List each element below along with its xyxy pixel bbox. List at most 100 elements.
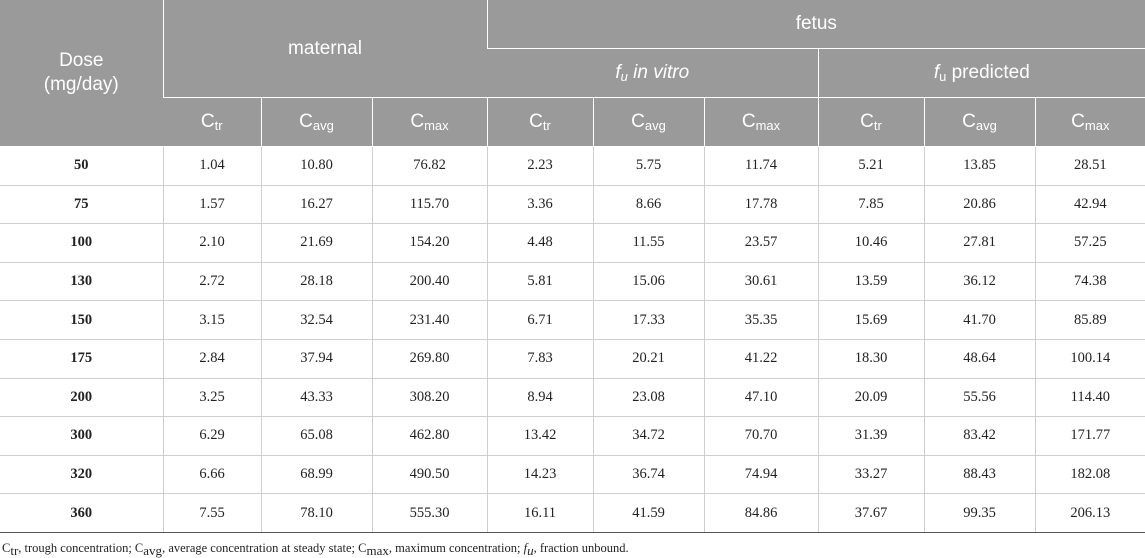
value-cell: 206.13	[1034, 493, 1145, 533]
column-header-base: C	[299, 111, 313, 132]
value-cell: 23.57	[703, 223, 819, 263]
value-cell: 462.80	[371, 416, 488, 456]
value-cell: 48.64	[923, 338, 1036, 379]
value-cell: 74.38	[1034, 261, 1145, 301]
value-cell: 6.66	[162, 454, 261, 494]
table-row: 300 6.29 65.08 462.80 13.42 34.72 70.70 31.39 83…	[0, 416, 1145, 456]
footnote-part: C	[2, 540, 11, 555]
value-cell: 28.51	[1034, 146, 1145, 186]
column-header-base: C	[860, 111, 874, 132]
column-header-base: C	[200, 111, 215, 132]
table-row: 150 3.15 32.54 231.40 6.71 17.33 35.35 15.69 41.…	[0, 300, 1145, 340]
value-cell: 84.86	[703, 493, 819, 533]
table-row: 75 1.57 16.27 115.70 3.36 8.66 17.78 7.85 20.86 4…	[0, 184, 1145, 224]
value-cell: 20.86	[923, 184, 1036, 224]
dose-header: Dose (mg/day)	[0, 0, 163, 147]
column-header-base: C	[962, 111, 976, 132]
value-cell: 2.23	[486, 146, 594, 186]
value-cell: 83.42	[923, 416, 1036, 456]
value-cell: 2.72	[162, 261, 261, 301]
value-cell: 23.08	[592, 377, 705, 417]
column-header-base: C	[741, 111, 756, 132]
column-header-cavg: Cavg	[592, 97, 705, 147]
value-cell: 15.06	[592, 261, 705, 301]
column-header-base: C	[410, 111, 425, 132]
value-cell: 65.08	[260, 416, 372, 456]
fu-invitro-header: fu in vitro	[487, 48, 819, 98]
value-cell: 16.27	[260, 184, 372, 224]
value-cell: 555.30	[371, 493, 488, 533]
value-cell: 41.22	[703, 338, 819, 379]
value-cell: 34.72	[592, 416, 705, 456]
value-cell: 17.33	[592, 300, 705, 340]
value-cell: 32.54	[260, 300, 372, 340]
table-row: 50 1.04 10.80 76.82 2.23 5.75 11.74 5.21 13.85 28…	[0, 146, 1145, 186]
column-header-ctr: Ctr	[486, 97, 594, 147]
value-cell: 269.80	[371, 338, 488, 379]
column-header-subscript: max	[424, 118, 449, 133]
column-header-ctr: Ctr	[163, 97, 261, 147]
footnote-subscript: max	[366, 542, 389, 558]
column-header-cavg: Cavg	[260, 97, 372, 147]
maternal-header: maternal	[162, 0, 488, 98]
column-header-base: C	[1071, 111, 1085, 132]
column-header-row: Ctr Cavg Cmax Ctr Cavg Cmax Ctr Cavg Cmax	[0, 97, 1145, 147]
dose-cell: 100	[0, 223, 163, 263]
value-cell: 74.94	[703, 454, 819, 494]
value-cell: 16.11	[486, 493, 594, 533]
dose-cell: 175	[0, 338, 163, 379]
value-cell: 41.59	[592, 493, 705, 533]
value-cell: 8.94	[486, 377, 594, 417]
value-cell: 1.57	[162, 184, 261, 224]
footnote-part: , average concentration at steady state;…	[162, 540, 367, 555]
value-cell: 115.70	[371, 184, 488, 224]
value-cell: 76.82	[371, 146, 488, 186]
fu-predicted-header: fu predicted	[817, 48, 1145, 98]
value-cell: 10.46	[817, 223, 925, 263]
value-cell: 20.21	[592, 338, 705, 379]
value-cell: 10.80	[260, 146, 372, 186]
column-header-subscript: avg	[644, 118, 666, 133]
value-cell: 28.18	[260, 261, 372, 301]
column-header-base: C	[529, 111, 543, 132]
value-cell: 41.70	[923, 300, 1036, 340]
value-cell: 154.20	[371, 223, 488, 263]
value-cell: 15.69	[817, 300, 925, 340]
value-cell: 2.84	[162, 338, 261, 379]
value-cell: 100.14	[1034, 338, 1145, 379]
value-cell: 21.69	[260, 223, 372, 263]
value-cell: 11.74	[703, 146, 819, 186]
dose-cell: 360	[0, 493, 163, 533]
value-cell: 13.42	[486, 416, 594, 456]
value-cell: 88.43	[923, 454, 1036, 494]
column-header-ctr: Ctr	[817, 97, 925, 147]
dose-header-line2: (mg/day)	[43, 74, 119, 95]
fu-predicted-symbol: f	[933, 62, 940, 83]
value-cell: 13.59	[817, 261, 925, 301]
value-cell: 8.66	[592, 184, 705, 224]
value-cell: 171.77	[1034, 416, 1145, 456]
dose-cell: 150	[0, 300, 163, 340]
value-cell: 11.55	[592, 223, 705, 263]
column-header-subscript: tr	[214, 118, 223, 133]
fu-invitro-label: in vitro	[627, 62, 690, 83]
fu-predicted-label: predicted	[946, 62, 1030, 83]
value-cell: 36.12	[923, 261, 1036, 301]
footnote-subscript: tr	[10, 542, 19, 558]
value-cell: 30.61	[703, 261, 819, 301]
value-cell: 68.99	[260, 454, 372, 494]
dose-cell: 200	[0, 377, 163, 417]
value-cell: 490.50	[371, 454, 488, 494]
value-cell: 182.08	[1034, 454, 1145, 494]
fu-invitro-symbol: f	[615, 62, 621, 83]
column-header-subscript: max	[755, 118, 781, 133]
column-header-subscript: max	[1084, 118, 1110, 133]
table-row: 130 2.72 28.18 200.40 5.81 15.06 30.61 13.59 36.…	[0, 261, 1145, 301]
value-cell: 3.36	[486, 184, 594, 224]
value-cell: 57.25	[1034, 223, 1145, 263]
value-cell: 27.81	[923, 223, 1036, 263]
table-body: 50 1.04 10.80 76.82 2.23 5.75 11.74 5.21 13.85 28…	[0, 146, 1145, 533]
value-cell: 5.75	[592, 146, 705, 186]
value-cell: 43.33	[260, 377, 372, 417]
